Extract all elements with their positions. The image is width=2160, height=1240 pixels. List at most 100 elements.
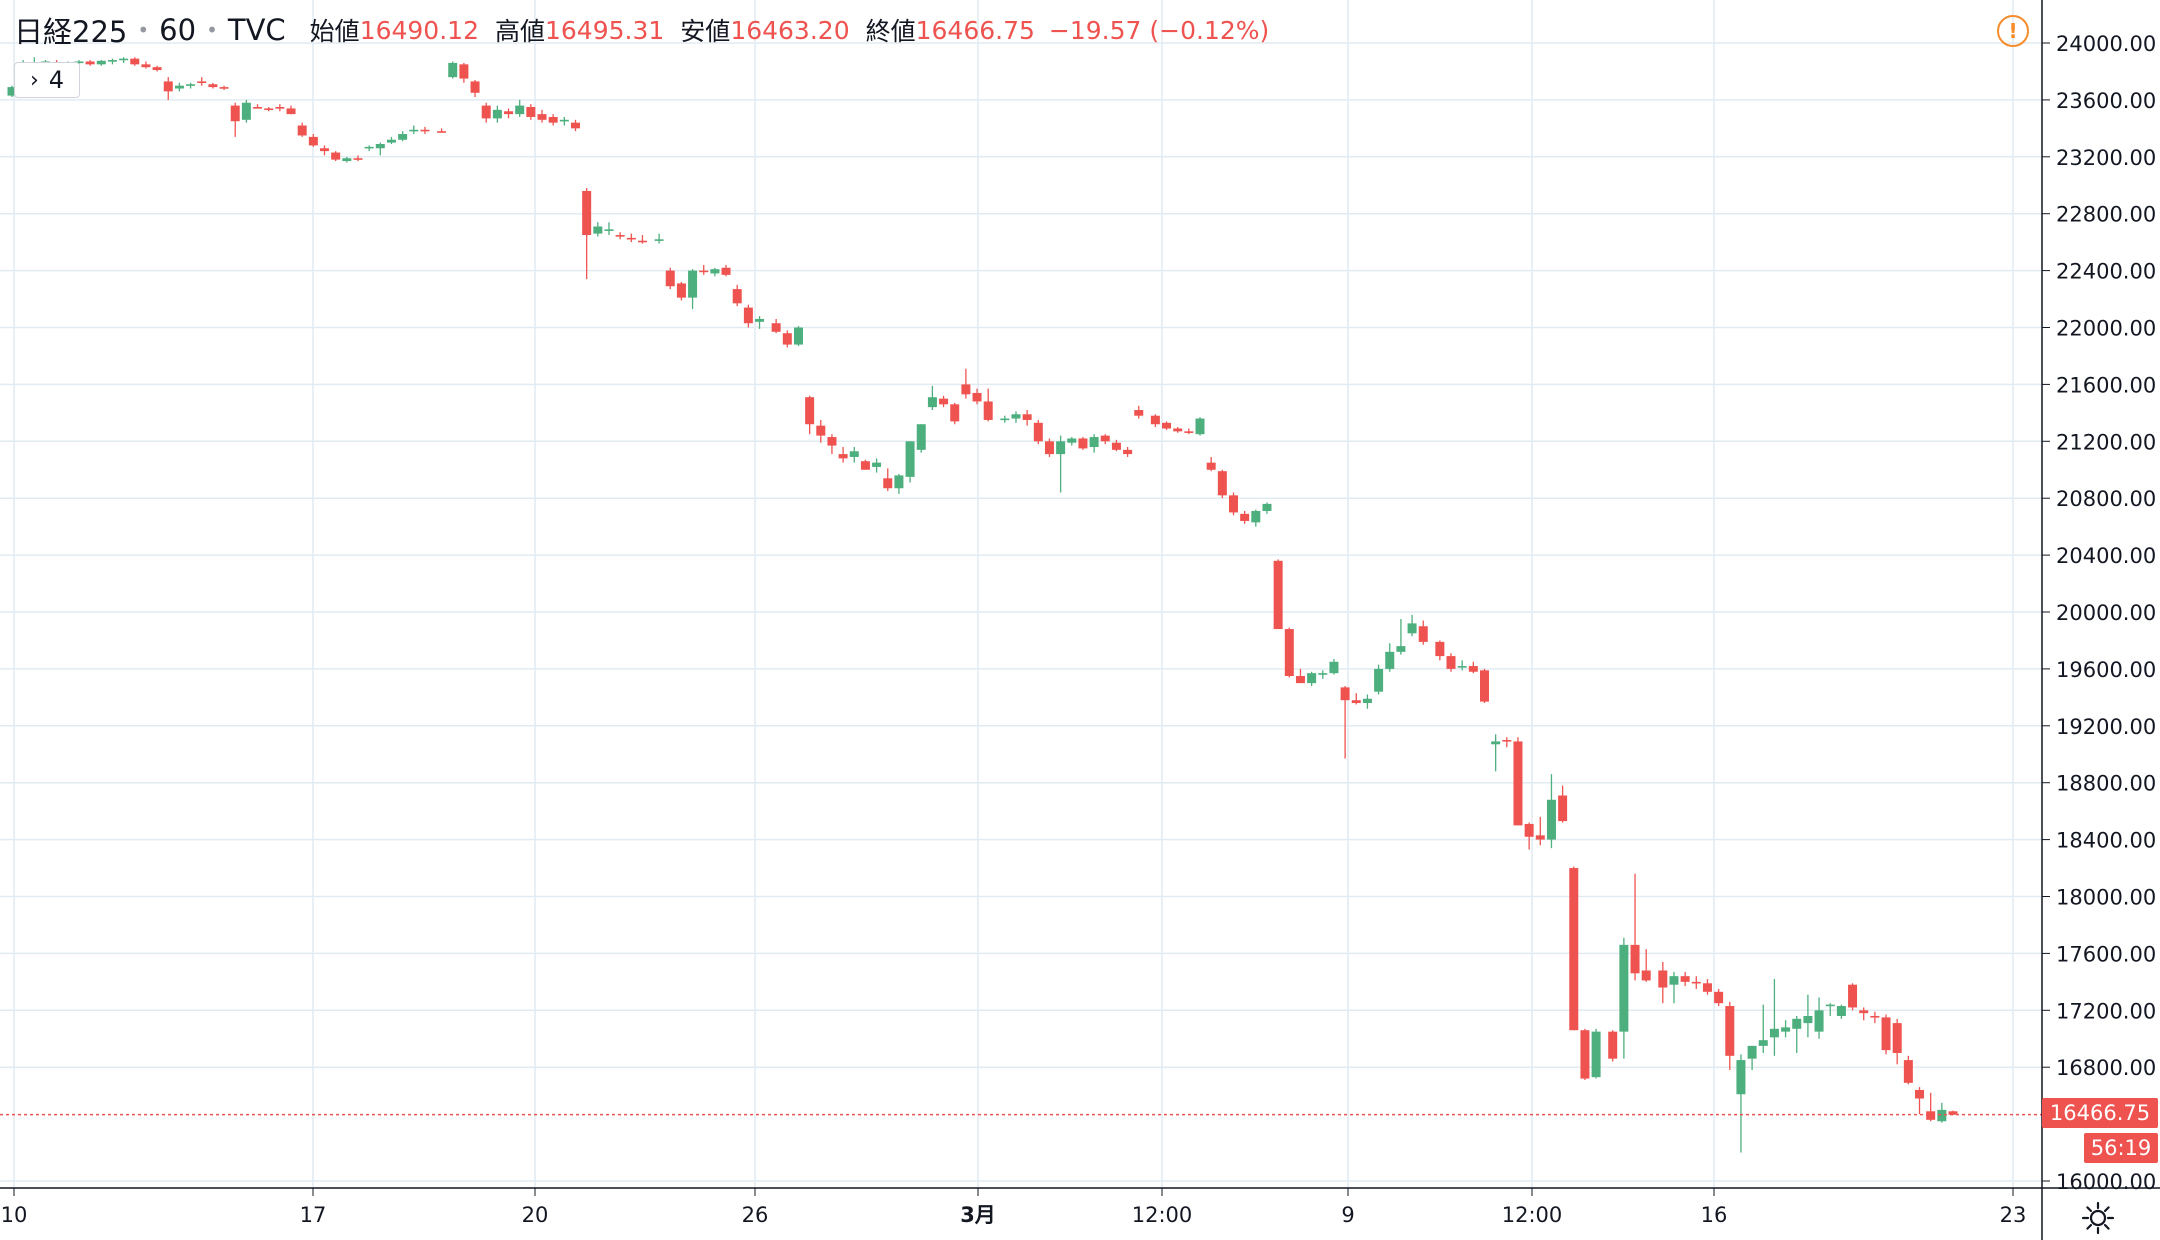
candle-body bbox=[615, 235, 625, 237]
candle-body bbox=[626, 237, 636, 240]
candle-body bbox=[1078, 438, 1088, 449]
chevron-right-icon: › bbox=[29, 67, 39, 93]
candle bbox=[816, 419, 826, 443]
candle bbox=[548, 114, 558, 126]
candle-body bbox=[1307, 673, 1317, 684]
candle-body bbox=[950, 404, 960, 422]
candle bbox=[1803, 994, 1813, 1038]
candle-body bbox=[331, 152, 341, 160]
candle-body bbox=[1033, 422, 1043, 442]
candle bbox=[186, 82, 196, 89]
candle bbox=[559, 116, 569, 126]
candle-body bbox=[1641, 970, 1651, 981]
candle bbox=[1262, 502, 1272, 514]
candle-body bbox=[481, 105, 491, 119]
candle bbox=[860, 459, 870, 470]
candle-body bbox=[386, 139, 396, 143]
candle bbox=[604, 222, 614, 236]
candle bbox=[905, 441, 915, 483]
candle-body bbox=[197, 81, 207, 84]
candle bbox=[1206, 456, 1216, 472]
close-label: 終値 bbox=[865, 17, 916, 46]
candle bbox=[755, 316, 765, 329]
y-tick-label: 19200.00 bbox=[2056, 715, 2156, 739]
candle bbox=[375, 142, 385, 156]
candle bbox=[732, 284, 742, 307]
candle-body bbox=[7, 87, 17, 96]
warning-icon[interactable]: ! bbox=[1997, 15, 2029, 47]
candle bbox=[1351, 693, 1361, 705]
candle bbox=[308, 134, 318, 147]
candle-body bbox=[504, 111, 514, 115]
indicators-toggle-button[interactable]: › 4 bbox=[14, 62, 80, 98]
candle bbox=[1569, 866, 1579, 1031]
candle-body bbox=[699, 270, 709, 273]
candle-body bbox=[593, 226, 603, 234]
candle bbox=[297, 122, 307, 137]
candle-body bbox=[1881, 1017, 1891, 1051]
candle-body bbox=[983, 401, 993, 420]
high-value: 16495.31 bbox=[545, 15, 665, 45]
candle bbox=[1284, 627, 1294, 678]
candle-body bbox=[1580, 1030, 1590, 1079]
candle-body bbox=[537, 114, 547, 120]
candle-body bbox=[163, 81, 173, 92]
candle-body bbox=[883, 478, 893, 489]
candle bbox=[1691, 976, 1701, 989]
candle-body bbox=[275, 107, 285, 109]
candle bbox=[353, 155, 363, 162]
interval-label[interactable]: 60 bbox=[159, 13, 197, 47]
candle bbox=[526, 104, 536, 120]
low-label: 安値 bbox=[680, 17, 731, 46]
candle bbox=[85, 60, 95, 66]
candle-body bbox=[1479, 670, 1489, 702]
candle bbox=[1033, 419, 1043, 445]
candle-body bbox=[838, 454, 848, 459]
candle-body bbox=[1351, 700, 1361, 704]
candle-body bbox=[1870, 1015, 1880, 1018]
x-tick-label: 9 bbox=[1341, 1203, 1354, 1227]
candle-body bbox=[1915, 1089, 1925, 1099]
settings-gear-icon[interactable] bbox=[2080, 1200, 2116, 1236]
candle bbox=[916, 424, 926, 453]
candle-body bbox=[548, 116, 558, 123]
candle-body bbox=[676, 283, 686, 298]
candle-body bbox=[1195, 418, 1205, 435]
candle-body bbox=[342, 158, 352, 162]
candle-body bbox=[174, 85, 184, 89]
candle-body bbox=[1251, 511, 1261, 523]
candle-body bbox=[1262, 503, 1272, 512]
candle-body bbox=[1362, 698, 1372, 704]
candle bbox=[141, 61, 151, 69]
candle bbox=[1619, 937, 1629, 1059]
candle bbox=[241, 99, 251, 123]
candle bbox=[849, 446, 859, 463]
candle bbox=[827, 434, 837, 455]
candle-body bbox=[375, 143, 385, 149]
candle-body bbox=[119, 58, 129, 61]
candle bbox=[1870, 1011, 1880, 1024]
candle bbox=[1725, 1001, 1735, 1071]
x-tick-label: 16 bbox=[1701, 1203, 1728, 1227]
candle bbox=[1881, 1014, 1891, 1055]
candle bbox=[1340, 685, 1350, 759]
candle-body bbox=[208, 84, 218, 88]
candle bbox=[1591, 1028, 1601, 1079]
candle bbox=[504, 108, 514, 119]
x-tick-label: 20 bbox=[522, 1203, 549, 1227]
symbol-name[interactable]: 日経225 bbox=[14, 15, 128, 49]
candle-body bbox=[710, 269, 720, 274]
candle-body bbox=[1848, 984, 1858, 1008]
candle bbox=[950, 402, 960, 425]
candle-body bbox=[743, 307, 753, 324]
candle-body bbox=[364, 146, 374, 149]
candle-body bbox=[74, 61, 84, 64]
candle bbox=[1318, 670, 1328, 679]
candle bbox=[1558, 785, 1568, 823]
candle bbox=[1228, 492, 1238, 516]
y-tick-label: 23600.00 bbox=[2056, 89, 2156, 113]
candle-body bbox=[1903, 1060, 1913, 1083]
candle bbox=[1641, 949, 1651, 982]
